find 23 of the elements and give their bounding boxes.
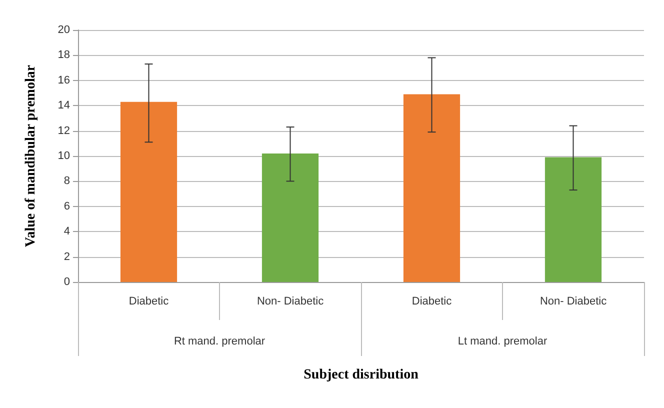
y-axis-title: Value of mandibular premolar <box>24 64 38 248</box>
y-tick-label: 14 <box>58 100 70 112</box>
y-tick-label: 2 <box>64 250 70 263</box>
y-tick-label: 16 <box>58 74 70 86</box>
x-tick-label: Diabetic <box>128 296 170 308</box>
bar <box>544 157 602 282</box>
y-tick-label: 4 <box>64 226 70 238</box>
y-tick-label: 8 <box>64 175 70 188</box>
y-tick-label: 0 <box>64 276 70 288</box>
text: Rt mand. premolar <box>174 336 266 348</box>
text: Lt mand. premolar <box>458 336 548 348</box>
y-tick-label: 20 <box>58 24 70 36</box>
bar <box>120 102 178 282</box>
y-tick-label: 6 <box>64 200 70 212</box>
y-tick-label: 18 <box>58 49 70 62</box>
x-tick-label: Diabetic <box>412 296 452 308</box>
bar <box>262 153 319 282</box>
y-tick-label: 10 <box>58 150 70 162</box>
y-tick-label: 12 <box>58 124 70 137</box>
x-axis-title: Subject disribution <box>304 368 419 382</box>
x-tick-label: Non- Diabetic <box>540 296 608 308</box>
bar <box>403 94 460 282</box>
x-tick-label: Non- Diabetic <box>256 296 324 308</box>
